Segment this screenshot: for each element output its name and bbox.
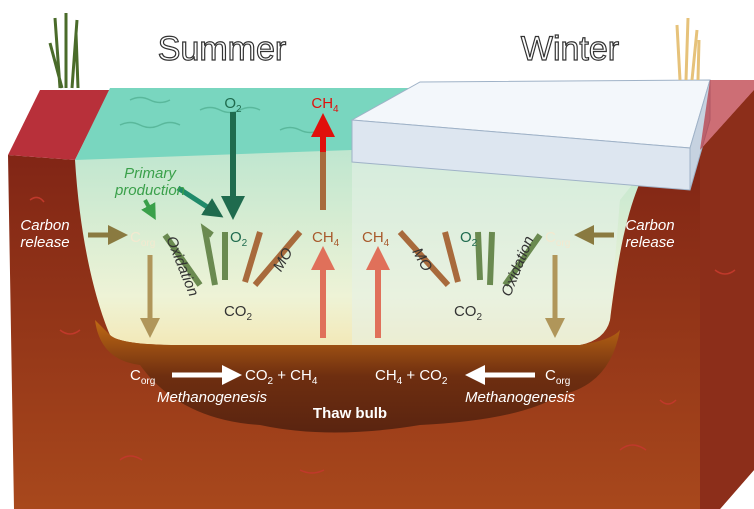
- ch4-surface: CH4: [311, 95, 339, 115]
- subscript: org: [141, 376, 155, 387]
- ch4: CH4: [312, 229, 340, 249]
- thaw-bulb: Thaw bulb: [313, 405, 387, 422]
- symbol: O: [224, 95, 236, 112]
- bottom-products: CH4 + CO2: [375, 367, 448, 387]
- line: Carbon: [20, 217, 69, 234]
- subscript: 4: [384, 238, 390, 249]
- subscript: 4: [333, 104, 339, 115]
- symbol: C: [130, 367, 141, 384]
- block: [8, 13, 754, 509]
- co2: CO2: [454, 303, 483, 323]
- carbon-release: Carbon release: [20, 217, 69, 251]
- o2-surface: O2: [224, 95, 242, 115]
- subscript: 4: [397, 376, 403, 387]
- o2: O2: [460, 229, 478, 249]
- arrows: [88, 112, 614, 385]
- co2: CO2: [224, 303, 253, 323]
- line: Carbon: [625, 217, 674, 234]
- subscript: 2: [442, 376, 448, 387]
- methanogenesis: Methanogenesis: [465, 389, 576, 406]
- primary-production: Primary production: [114, 165, 185, 199]
- subscript: org: [556, 238, 570, 249]
- symbol: CO: [224, 303, 247, 320]
- symbol: CO: [245, 367, 268, 384]
- subscript: 2: [268, 376, 274, 387]
- subscript: 2: [476, 312, 482, 323]
- line: Primary: [124, 165, 177, 182]
- symbol: C: [545, 229, 556, 246]
- corg: Corg: [545, 229, 570, 249]
- line: production: [114, 182, 185, 199]
- summer-title: Summer: [158, 30, 286, 68]
- subscript: 2: [242, 238, 248, 249]
- symbol: O: [460, 229, 472, 246]
- corg: Corg: [130, 229, 155, 249]
- bottom-corg: Corg: [130, 367, 155, 387]
- symbol: CH: [312, 229, 334, 246]
- symbol: CH: [375, 367, 397, 384]
- subscript: 2: [472, 238, 478, 249]
- subscript: 2: [246, 312, 252, 323]
- symbol: CH: [362, 229, 384, 246]
- bottom-products: CO2 + CH4: [245, 367, 318, 387]
- bottom-corg: Corg: [545, 367, 570, 387]
- subscript: org: [141, 238, 155, 249]
- subscript: 2: [236, 104, 242, 115]
- line: release: [20, 234, 69, 251]
- symbol: C: [545, 367, 556, 384]
- subscript: org: [556, 376, 570, 387]
- symbol: C: [130, 229, 141, 246]
- symbol: + CH: [273, 367, 312, 384]
- methanogenesis: Methanogenesis: [157, 389, 268, 406]
- carbon-release: Carbon release: [625, 217, 674, 251]
- ch4: CH4: [362, 229, 390, 249]
- symbol: CO: [454, 303, 477, 320]
- symbol: + CO: [402, 367, 442, 384]
- symbol: CH: [311, 95, 333, 112]
- subscript: 4: [334, 238, 340, 249]
- line: release: [625, 234, 674, 251]
- winter-title: Winter: [521, 30, 619, 68]
- symbol: O: [230, 229, 242, 246]
- subscript: 4: [312, 376, 318, 387]
- o2: O2: [230, 229, 248, 249]
